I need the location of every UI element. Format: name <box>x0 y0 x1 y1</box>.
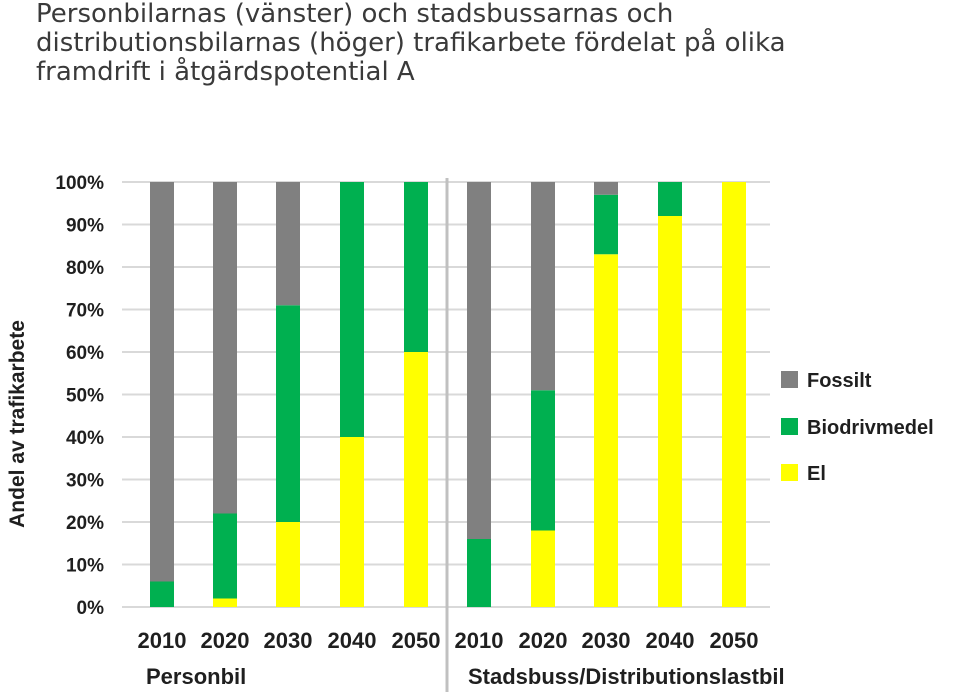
y-tick-label: 90% <box>66 216 104 237</box>
bar-segment-biodrivmedel <box>213 513 237 599</box>
y-tick-label: 40% <box>66 428 104 449</box>
bar-segment-el <box>213 598 237 607</box>
bar-segment-biodrivmedel <box>404 182 428 352</box>
x-tick-label: 2020 <box>519 628 568 653</box>
y-axis-tick-labels: 0% 10% 20% 30% 40% 50% 60% 70% 80% 90% 100% <box>55 173 104 619</box>
y-tick-label: 10% <box>66 556 104 577</box>
bar-segment-biodrivmedel <box>340 182 364 437</box>
y-axis-label: Andel av trafikarbete <box>6 320 29 528</box>
bar-segment-el <box>722 182 746 607</box>
bar-segment-fossilt <box>276 182 300 306</box>
x-tick-label: 2010 <box>455 628 504 653</box>
bar-segment-biodrivmedel <box>467 539 491 607</box>
legend-label: Fossilt <box>807 370 872 392</box>
x-tick-label: 2040 <box>646 628 695 653</box>
bar-segment-biodrivmedel <box>150 581 174 607</box>
bar-segment-el <box>594 254 618 607</box>
bar-segment-biodrivmedel <box>594 194 618 255</box>
bar-segment-el <box>531 530 555 607</box>
bar-segment-fossilt <box>150 182 174 582</box>
bars <box>150 182 746 607</box>
legend: Fossilt Biodrivmedel El <box>781 370 934 485</box>
bar-segment-biodrivmedel <box>658 182 682 216</box>
legend-label: Biodrivmedel <box>807 417 934 439</box>
y-tick-label: 50% <box>66 386 104 407</box>
bar-segment-biodrivmedel <box>531 390 555 531</box>
x-axis-category-labels: 2010 2020 2030 2040 2050 2010 2020 2030 2040 2050 <box>138 628 759 653</box>
bar-segment-fossilt <box>467 182 491 539</box>
bar-segment-biodrivmedel <box>276 305 300 522</box>
legend-swatch-el <box>781 464 798 481</box>
legend-swatch-biodrivmedel <box>781 418 798 435</box>
x-tick-label: 2040 <box>328 628 377 653</box>
x-tick-label: 2030 <box>582 628 631 653</box>
y-tick-label: 70% <box>66 301 104 322</box>
y-tick-label: 100% <box>55 173 104 194</box>
y-tick-label: 30% <box>66 471 104 492</box>
bar-segment-fossilt <box>594 182 618 195</box>
title-line-2: distributionsbilarnas (höger) trafikarbe… <box>36 28 786 58</box>
bar-segment-el <box>276 522 300 607</box>
bar-segment-fossilt <box>531 182 555 391</box>
bar-segment-el <box>340 437 364 607</box>
group-label: Stadsbuss/Distributionslastbil <box>468 664 785 689</box>
bar-segment-el <box>658 216 682 607</box>
y-tick-label: 60% <box>66 343 104 364</box>
title-line-1: Personbilarnas (vänster) och stadsbussar… <box>36 0 674 29</box>
bar-segment-fossilt <box>213 182 237 514</box>
x-tick-label: 2020 <box>201 628 250 653</box>
y-tick-label: 80% <box>66 258 104 279</box>
y-tick-label: 20% <box>66 513 104 534</box>
group-label: Personbil <box>146 664 246 689</box>
chart-title: Personbilarnas (vänster) och stadsbussar… <box>36 0 946 87</box>
legend-swatch-fossilt <box>781 371 798 388</box>
x-tick-label: 2050 <box>710 628 759 653</box>
x-tick-label: 2030 <box>264 628 313 653</box>
y-tick-label: 0% <box>77 598 105 619</box>
title-line-3: framdrift i åtgärdspotential A <box>36 57 415 87</box>
x-tick-label: 2050 <box>392 628 441 653</box>
legend-label: El <box>807 463 826 485</box>
x-axis-group-labels: Personbil Stadsbuss/Distributionslastbil <box>146 664 785 689</box>
bar-segment-el <box>404 352 428 607</box>
x-tick-label: 2010 <box>138 628 187 653</box>
